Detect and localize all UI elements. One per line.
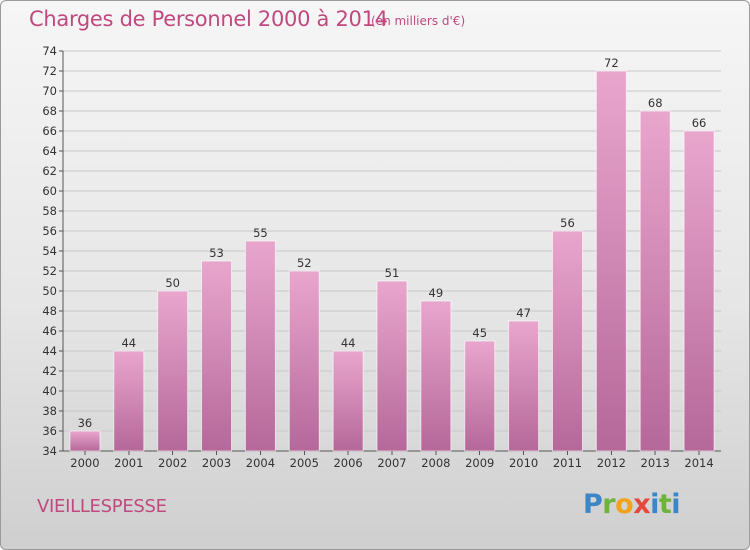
bar[interactable] [113,350,145,452]
y-tick-label: 60 [42,184,57,198]
y-tick-label: 52 [42,264,57,278]
y-tick-label: 70 [42,84,57,98]
x-tick-label: 2013 [641,456,670,470]
x-tick-label: 2003 [202,456,231,470]
data-label: 72 [604,56,619,70]
data-label: 56 [560,216,575,230]
data-label: 52 [297,256,312,270]
bar[interactable] [683,130,715,452]
y-tick-label: 46 [42,324,57,338]
y-tick-label: 68 [42,104,57,118]
data-label: 36 [78,416,93,430]
logo-letter: i [671,489,681,520]
data-label: 49 [429,286,444,300]
bar[interactable] [69,430,101,452]
bar[interactable] [420,300,452,452]
y-tick-label: 36 [42,424,57,438]
y-tick-label: 44 [42,344,57,358]
x-tick-label: 2002 [158,456,187,470]
logo-letter: r [602,489,616,520]
data-label: 55 [253,226,268,240]
bar[interactable] [201,260,233,452]
bar[interactable] [639,110,671,452]
data-label: 66 [692,116,707,130]
y-tick-label: 54 [42,244,57,258]
x-tick-label: 2004 [246,456,275,470]
logo-letter: x [633,489,651,520]
logo-letter: o [615,489,634,520]
logo-letter: t [658,489,672,520]
y-tick-label: 34 [42,444,57,458]
bar[interactable] [288,270,320,452]
y-tick-label: 48 [42,304,57,318]
data-label: 45 [472,326,487,340]
bar[interactable] [244,240,276,452]
data-label: 51 [385,266,400,280]
bar[interactable] [595,70,627,452]
x-tick-label: 2011 [553,456,582,470]
y-tick-label: 40 [42,384,57,398]
chart-title: Charges de Personnel 2000 à 2014 [29,7,388,31]
y-tick-label: 62 [42,164,57,178]
data-label: 44 [341,336,356,350]
y-tick-label: 38 [42,404,57,418]
data-label: 53 [209,246,224,260]
x-tick-label: 2014 [684,456,713,470]
y-tick-label: 50 [42,284,57,298]
y-tick-label: 58 [42,204,57,218]
x-tick-label: 2009 [465,456,494,470]
bar[interactable] [376,280,408,452]
bar[interactable] [157,290,189,452]
x-tick-label: 2008 [421,456,450,470]
x-tick-label: 2007 [377,456,406,470]
x-tick-label: 2012 [597,456,626,470]
bars [69,70,715,452]
logo-letter: i [650,489,659,520]
commune-name: VIEILLESPESSE [37,496,167,517]
bar[interactable] [332,350,364,452]
bar[interactable] [464,340,496,452]
data-label: 68 [648,96,663,110]
x-tick-label: 2005 [290,456,319,470]
data-label: 44 [121,336,136,350]
x-tick-label: 2006 [333,456,362,470]
y-tick-label: 64 [42,144,57,158]
data-labels: 36 44 50 53 55 52 44 51 49 45 47 56 72 68 66 [78,56,707,430]
x-tick-label: 2001 [114,456,143,470]
y-tick-label: 66 [42,124,57,138]
chart-subtitle: (en milliers d'€) [371,14,466,28]
y-tick-label: 42 [42,364,57,378]
proxiti-logo[interactable]: Proxiti [583,489,681,520]
y-tick-label: 72 [42,64,57,78]
x-tick-label: 2000 [70,456,99,470]
x-axis-ticks: 2000 2001 2002 2003 2004 2005 2006 2007 2008 2009… [70,451,714,470]
data-label: 47 [516,306,531,320]
y-tick-label: 74 [42,44,57,58]
data-label: 50 [165,276,180,290]
bar[interactable] [551,230,583,452]
logo-letter: P [583,489,603,520]
bar[interactable] [508,320,540,452]
x-tick-label: 2010 [509,456,538,470]
y-axis-ticks: 34 36 38 40 42 44 46 48 50 52 54 56 58 60 62 64 66 68 70 72… [42,44,63,458]
y-tick-label: 56 [42,224,57,238]
